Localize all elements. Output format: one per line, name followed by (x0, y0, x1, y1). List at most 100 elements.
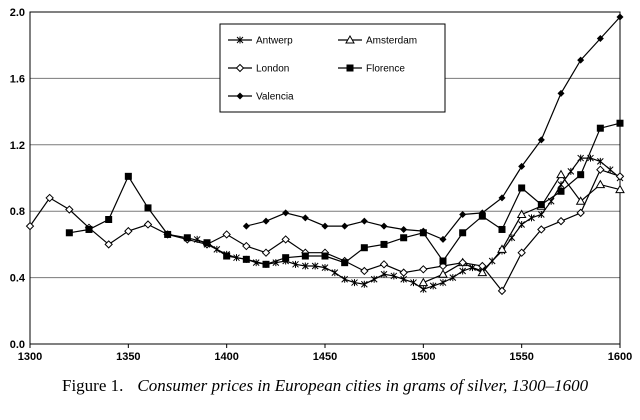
y-tick-label: 0.4 (10, 273, 26, 285)
y-tick-label: 2.0 (10, 7, 25, 19)
data-point (85, 225, 93, 233)
data-point (252, 259, 260, 267)
data-point (360, 266, 369, 276)
data-point (301, 214, 309, 222)
legend-label: Antwerp (256, 36, 293, 47)
data-point (236, 92, 244, 100)
data-point (497, 286, 507, 296)
series-lines (25, 13, 625, 296)
data-point (124, 172, 132, 180)
figure-caption: Figure 1. Consumer prices in European cit… (62, 376, 634, 396)
legend-label: Florence (366, 64, 405, 75)
legend-item-amsterdam: Amsterdam (338, 34, 417, 47)
data-point (418, 277, 429, 287)
data-point (419, 265, 428, 274)
data-point (419, 285, 427, 293)
data-point (477, 267, 488, 277)
data-point (616, 13, 624, 21)
data-point (345, 34, 355, 44)
data-point (556, 169, 566, 179)
data-point (390, 272, 398, 280)
series-london (25, 165, 625, 296)
data-point (459, 229, 467, 237)
data-point (439, 257, 447, 265)
data-point (410, 279, 417, 287)
data-point (341, 259, 349, 267)
data-point (596, 165, 605, 174)
legend-item-florence: Florence (338, 64, 405, 75)
y-tick-label: 1.2 (10, 140, 25, 152)
data-point (400, 225, 408, 233)
data-point (576, 208, 585, 218)
series-valencia (242, 13, 624, 243)
data-point (577, 154, 585, 162)
data-point (164, 230, 172, 238)
x-tick-label: 1450 (313, 351, 337, 363)
data-point (557, 181, 565, 189)
data-point (517, 248, 526, 257)
data-point (331, 269, 339, 277)
data-point (235, 63, 245, 73)
legend-item-london: London (228, 64, 289, 75)
data-point (380, 240, 388, 248)
data-point (557, 187, 565, 195)
data-point (45, 193, 54, 203)
data-point (242, 255, 250, 263)
data-point (595, 179, 606, 189)
data-point (380, 270, 388, 278)
data-point (321, 252, 329, 260)
x-tick-label: 1350 (116, 351, 140, 363)
legend-item-valencia: Valencia (228, 92, 294, 103)
x-tick-label: 1550 (509, 351, 533, 363)
data-point (346, 64, 354, 72)
data-point (360, 280, 368, 288)
figure-label: Figure 1. (62, 376, 124, 395)
data-point (301, 262, 309, 270)
data-point (518, 220, 526, 228)
data-point (518, 162, 526, 170)
data-point (104, 240, 113, 249)
data-point (575, 196, 586, 205)
data-point (262, 260, 270, 268)
data-point (282, 254, 290, 262)
data-point (528, 214, 535, 222)
data-point (577, 56, 585, 64)
data-point (497, 244, 507, 253)
data-point (537, 211, 545, 219)
data-point (537, 201, 545, 209)
data-point (449, 274, 457, 282)
data-point (537, 225, 546, 234)
data-point (292, 260, 299, 268)
data-point (203, 239, 211, 247)
data-point (459, 267, 467, 275)
series-line (29, 168, 621, 293)
data-point (419, 227, 427, 235)
data-point (400, 275, 408, 283)
data-point (321, 222, 329, 230)
y-tick-label: 0.0 (10, 339, 25, 351)
data-point (400, 234, 408, 242)
data-point (105, 216, 113, 223)
data-point (183, 234, 191, 242)
series-amsterdam (418, 169, 625, 287)
data-point (351, 279, 358, 287)
data-point (556, 216, 566, 226)
data-point (380, 222, 388, 230)
data-point (25, 221, 35, 231)
figure-description: Consumer prices in European cities in gr… (137, 376, 589, 395)
data-point (370, 275, 378, 283)
data-point (458, 258, 467, 267)
legend-item-antwerp: Antwerp (228, 36, 293, 47)
legend-label: Amsterdam (366, 36, 417, 47)
legend-box (219, 23, 446, 113)
data-point (459, 211, 467, 219)
y-tick-label: 1.6 (10, 73, 25, 85)
data-point (516, 209, 527, 219)
data-point (262, 217, 270, 225)
x-tick-label: 1300 (18, 351, 42, 363)
legend-label: London (256, 64, 289, 75)
data-point (439, 235, 447, 243)
legend: Antwerp Amsterdam London Florence Valencia (219, 23, 446, 113)
data-point (360, 244, 368, 252)
data-point (537, 136, 545, 144)
